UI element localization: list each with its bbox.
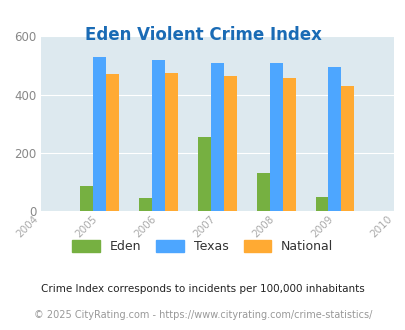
Legend: Eden, Texas, National: Eden, Texas, National (72, 240, 333, 253)
Bar (282, 78, 295, 211)
Bar (328, 67, 341, 211)
Text: Crime Index corresponds to incidents per 100,000 inhabitants: Crime Index corresponds to incidents per… (41, 284, 364, 294)
Bar (341, 86, 354, 211)
Bar (269, 63, 282, 211)
Text: Eden Violent Crime Index: Eden Violent Crime Index (84, 26, 321, 45)
Bar (164, 73, 177, 211)
Bar (223, 76, 236, 211)
Bar (315, 197, 328, 211)
Bar (106, 74, 119, 211)
Bar (93, 57, 106, 211)
Bar (197, 137, 210, 211)
Bar (210, 63, 223, 211)
Bar (256, 173, 269, 211)
Bar (139, 198, 151, 211)
Bar (151, 60, 164, 211)
Text: © 2025 CityRating.com - https://www.cityrating.com/crime-statistics/: © 2025 CityRating.com - https://www.city… (34, 311, 371, 320)
Bar (80, 186, 93, 211)
